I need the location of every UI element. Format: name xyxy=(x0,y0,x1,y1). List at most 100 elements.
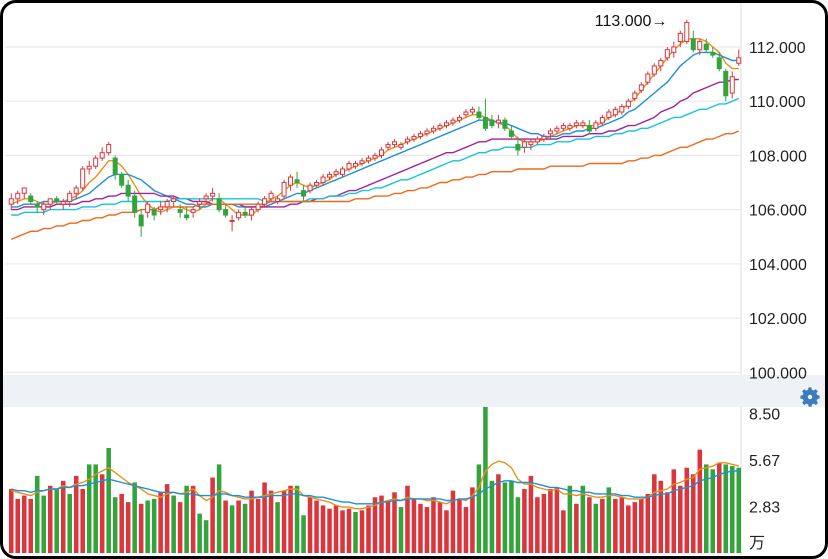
volume-bar xyxy=(106,448,111,553)
volume-bar xyxy=(691,474,696,553)
max-price-annotation: 113.000→ xyxy=(595,13,668,30)
volume-moving-averages xyxy=(11,460,739,510)
volume-bar xyxy=(229,505,235,553)
volume-bar xyxy=(203,520,209,553)
candle-body xyxy=(606,111,612,118)
volume-bar xyxy=(593,503,599,553)
volume-bar xyxy=(320,505,326,553)
candle-body xyxy=(625,100,631,108)
volume-bar xyxy=(639,498,644,553)
candle-body xyxy=(340,168,346,175)
candle-body xyxy=(8,198,14,205)
volume-bar xyxy=(541,493,547,553)
candle-body xyxy=(203,195,209,200)
volume-bar xyxy=(580,485,586,553)
candle-body xyxy=(671,46,677,53)
volume-bar xyxy=(197,513,202,553)
candle-body xyxy=(138,214,144,227)
volume-tick-label: 8.50 xyxy=(749,407,780,424)
volume-bars xyxy=(8,407,742,553)
candle-body xyxy=(573,122,579,127)
volume-bar xyxy=(372,497,378,553)
candle-body xyxy=(521,141,527,148)
candle-body xyxy=(528,141,534,146)
volume-bar xyxy=(54,489,59,553)
candle-body xyxy=(372,154,378,159)
candle-body xyxy=(664,49,670,59)
volume-ma-line-vol-ma-medium xyxy=(11,470,739,505)
volume-bar xyxy=(8,489,14,553)
volume-bar xyxy=(99,474,105,553)
candle-body xyxy=(125,184,131,197)
candle-body xyxy=(619,106,625,113)
volume-bar xyxy=(489,480,495,553)
volume-bar xyxy=(281,490,287,553)
candle-body xyxy=(658,60,664,67)
price-tick-label: 110.000 xyxy=(749,94,806,111)
volume-bar xyxy=(73,475,79,553)
candle-body xyxy=(632,92,638,99)
candle-body xyxy=(697,41,703,51)
candle-body xyxy=(236,211,242,219)
volume-bar xyxy=(268,490,274,553)
volume-bar xyxy=(125,502,131,553)
candle-body xyxy=(378,149,385,156)
volume-tick-label: 5.67 xyxy=(749,453,780,470)
volume-bar xyxy=(710,469,716,553)
volume-bar xyxy=(236,500,241,553)
candle-body xyxy=(476,111,482,118)
volume-bar xyxy=(574,503,579,553)
candle-body xyxy=(651,65,657,75)
volume-bar xyxy=(729,466,735,553)
price-tick-label: 102.000 xyxy=(749,311,807,328)
volume-tick-label: 2.83 xyxy=(749,500,780,517)
volume-bar xyxy=(210,477,215,553)
volume-bar xyxy=(216,464,222,553)
candle-body xyxy=(184,214,190,219)
volume-bar xyxy=(242,503,248,553)
volume-bar xyxy=(723,464,729,553)
candle-body xyxy=(502,119,508,129)
candle-body xyxy=(580,122,586,127)
candle-body xyxy=(437,125,443,129)
candle-body xyxy=(508,130,514,137)
volume-bar xyxy=(223,500,228,553)
candle-body xyxy=(255,203,261,211)
volume-bar xyxy=(600,498,605,553)
candle-body xyxy=(171,198,177,202)
candle-body xyxy=(249,209,255,216)
volume-bar xyxy=(151,498,157,553)
volume-bar xyxy=(483,407,488,553)
candle-body xyxy=(307,184,313,192)
candle-body xyxy=(86,165,92,170)
volume-bar xyxy=(411,498,417,553)
volume-unit-label: 万 xyxy=(749,535,765,552)
volume-bar xyxy=(509,480,514,553)
volume-bar xyxy=(704,464,709,553)
candle-body xyxy=(463,111,469,116)
candle-body xyxy=(99,152,105,159)
volume-bar xyxy=(177,502,183,553)
candle-body xyxy=(456,116,462,121)
candle-body xyxy=(275,198,281,202)
volume-bar xyxy=(567,485,573,553)
candle-body xyxy=(716,57,722,70)
candle-body xyxy=(469,108,475,113)
candle-body xyxy=(417,133,423,137)
volume-bar xyxy=(697,449,703,553)
candle-body xyxy=(106,144,112,154)
volume-bar xyxy=(28,498,34,553)
volume-bar xyxy=(626,505,631,553)
price-tick-label: 112.000 xyxy=(749,40,806,57)
gear-icon[interactable] xyxy=(798,385,822,409)
volume-bar xyxy=(67,493,72,553)
candle-body xyxy=(21,187,27,194)
candle-body xyxy=(262,198,268,205)
candle-body xyxy=(132,195,138,213)
candle-body xyxy=(534,138,540,143)
volume-bar xyxy=(522,489,527,553)
candle-body xyxy=(482,116,488,129)
candle-body xyxy=(242,211,248,216)
volume-bar xyxy=(249,490,254,553)
volume-bar xyxy=(502,482,508,553)
